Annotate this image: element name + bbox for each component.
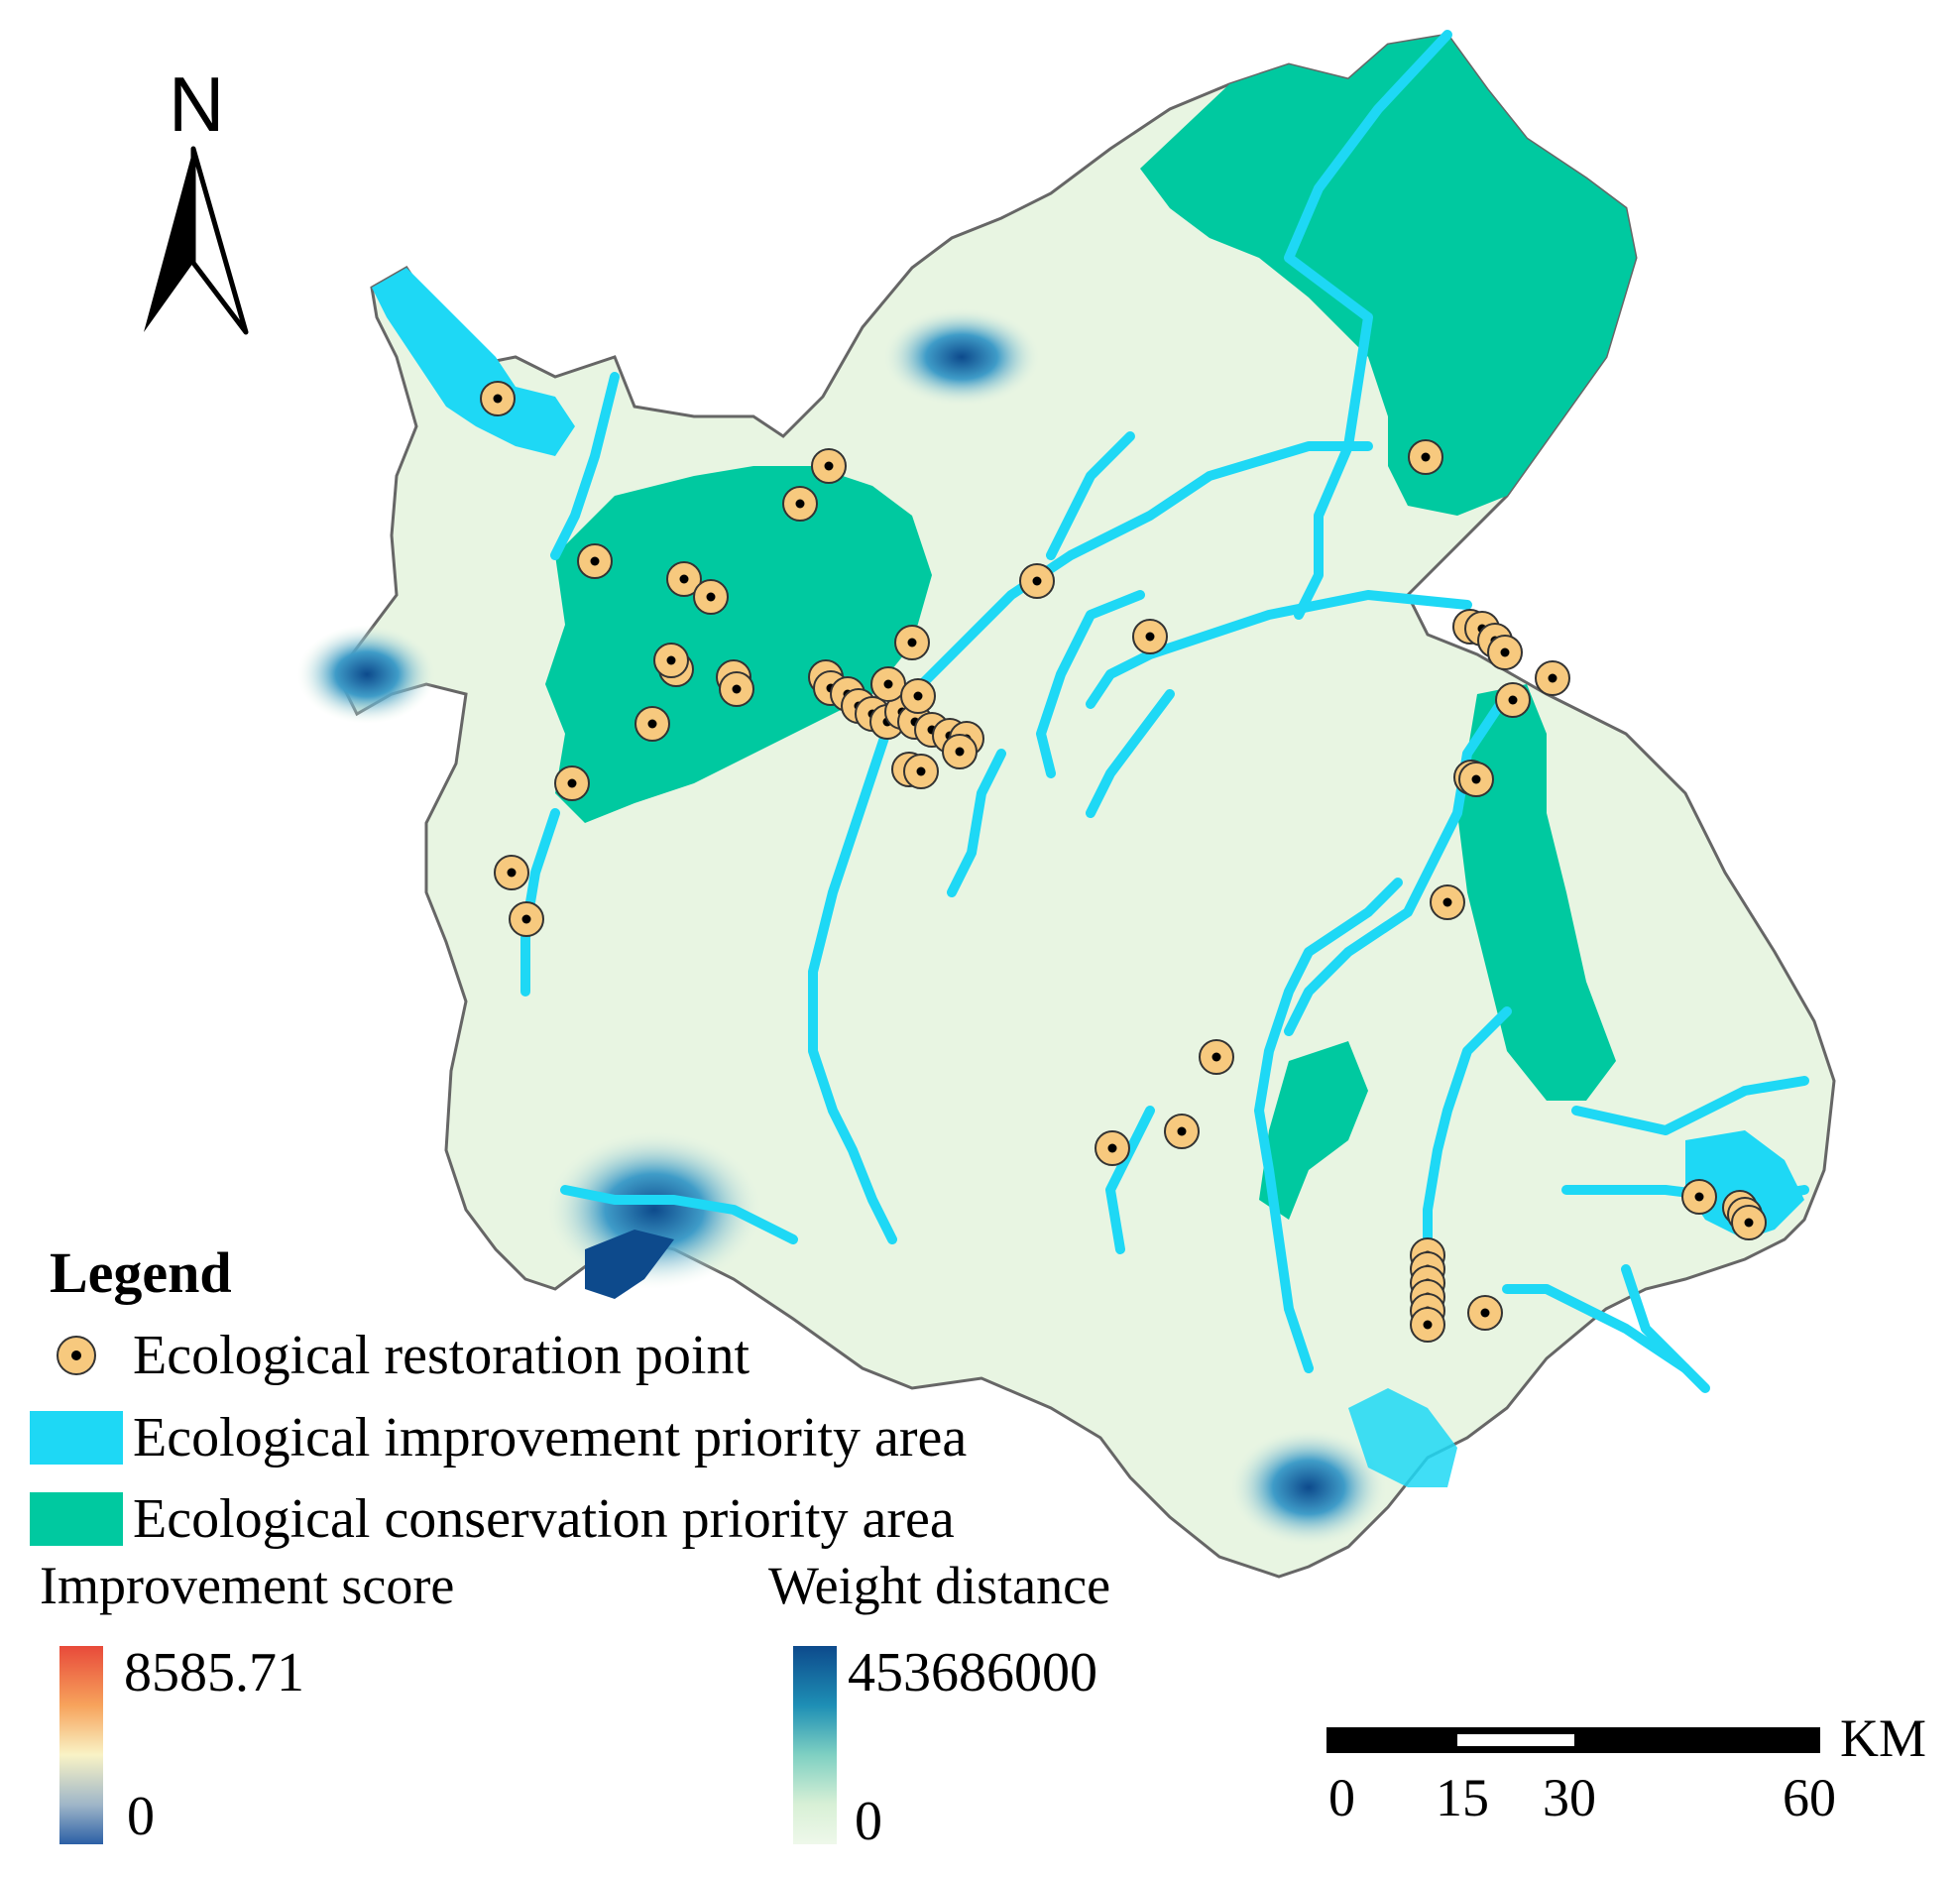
- restoration-point-marker: [903, 754, 939, 789]
- restoration-point-marker: [577, 543, 613, 579]
- scale-tick-60: 60: [1783, 1768, 1836, 1827]
- restoration-point-marker: [719, 671, 754, 707]
- weight-distance-title: Weight distance: [768, 1556, 1111, 1615]
- restoration-point-marker: [653, 643, 689, 678]
- legend-title: Legend: [50, 1240, 232, 1305]
- legend-item-conservation-area: Ecological conservation priority area: [30, 1487, 955, 1551]
- scale-tick-30: 30: [1543, 1768, 1596, 1827]
- restoration-point-marker: [1495, 682, 1531, 718]
- restoration-point-marker: [1095, 1130, 1130, 1166]
- high-distance-zone-north: [882, 307, 1041, 407]
- high-distance-zone-south-tip: [585, 1230, 674, 1299]
- restoration-point-marker: [1467, 1295, 1503, 1331]
- restoration-point-marker: [811, 448, 847, 484]
- improvement-lake-south: [1348, 1388, 1457, 1487]
- restoration-point-marker: [1681, 1179, 1717, 1215]
- high-distance-zone-southeast: [1229, 1428, 1388, 1547]
- restoration-point-marker: [1164, 1114, 1200, 1149]
- restoration-point-marker: [1199, 1039, 1234, 1075]
- restoration-point-marker: [634, 706, 670, 742]
- restoration-point-marker: [509, 901, 544, 937]
- restoration-point-marker: [1410, 1307, 1445, 1343]
- restoration-points: [480, 381, 1767, 1343]
- restoration-point-marker: [1458, 762, 1494, 797]
- restoration-point-marker: [554, 765, 590, 801]
- scale-tick-0: 0: [1328, 1768, 1355, 1827]
- improvement-lake-southeast: [1685, 1130, 1804, 1239]
- legend-label-improvement-area: Ecological improvement priority area: [133, 1407, 968, 1468]
- improvement-area-swatch: [30, 1411, 123, 1465]
- restoration-point-marker: [480, 381, 516, 416]
- conservation-area-northeast: [1140, 35, 1636, 516]
- legend-item-improvement-area: Ecological improvement priority area: [30, 1406, 967, 1469]
- scale-tick-15: 15: [1436, 1768, 1489, 1827]
- conservation-area-swatch: [30, 1492, 123, 1546]
- improvement-score-min: 0: [127, 1786, 155, 1847]
- improvement-score-ramp: [59, 1646, 103, 1844]
- north-arrow-label: N: [169, 60, 225, 148]
- scale-bar: [1326, 1727, 1820, 1753]
- north-arrow-icon: [144, 146, 249, 335]
- legend-label-conservation-area: Ecological conservation priority area: [133, 1488, 955, 1550]
- restoration-point-marker: [666, 561, 702, 597]
- weight-distance-max: 453686000: [848, 1642, 1097, 1703]
- restoration-point-icon: [30, 1334, 123, 1377]
- restoration-point-marker: [1430, 884, 1465, 920]
- restoration-point-marker: [870, 666, 906, 702]
- restoration-point-marker: [1535, 660, 1570, 696]
- restoration-point-marker: [894, 625, 930, 660]
- weight-distance-min: 0: [855, 1791, 882, 1852]
- conservation-area-east-lake: [1457, 684, 1616, 1101]
- weight-distance-ramp: [793, 1646, 837, 1844]
- restoration-point-marker: [942, 734, 978, 769]
- restoration-point-marker: [1487, 635, 1523, 670]
- improvement-lake-northwest: [372, 268, 575, 456]
- restoration-point-marker: [1731, 1205, 1767, 1240]
- restoration-point-marker: [1132, 619, 1168, 654]
- scale-unit: KM: [1840, 1708, 1927, 1768]
- restoration-point-marker: [494, 855, 529, 890]
- legend-item-restoration-point: Ecological restoration point: [30, 1324, 749, 1387]
- restoration-point-marker: [1019, 563, 1055, 599]
- conservation-area-central-south: [1259, 1041, 1368, 1220]
- restoration-point-marker: [782, 486, 818, 522]
- improvement-score-title: Improvement score: [40, 1556, 455, 1615]
- legend-label-restoration-point: Ecological restoration point: [133, 1325, 750, 1386]
- high-distance-zone-west: [297, 625, 436, 724]
- improvement-score-max: 8585.71: [124, 1642, 304, 1703]
- restoration-point-marker: [693, 579, 729, 615]
- restoration-point-marker: [900, 678, 936, 714]
- restoration-point-marker: [1408, 439, 1443, 475]
